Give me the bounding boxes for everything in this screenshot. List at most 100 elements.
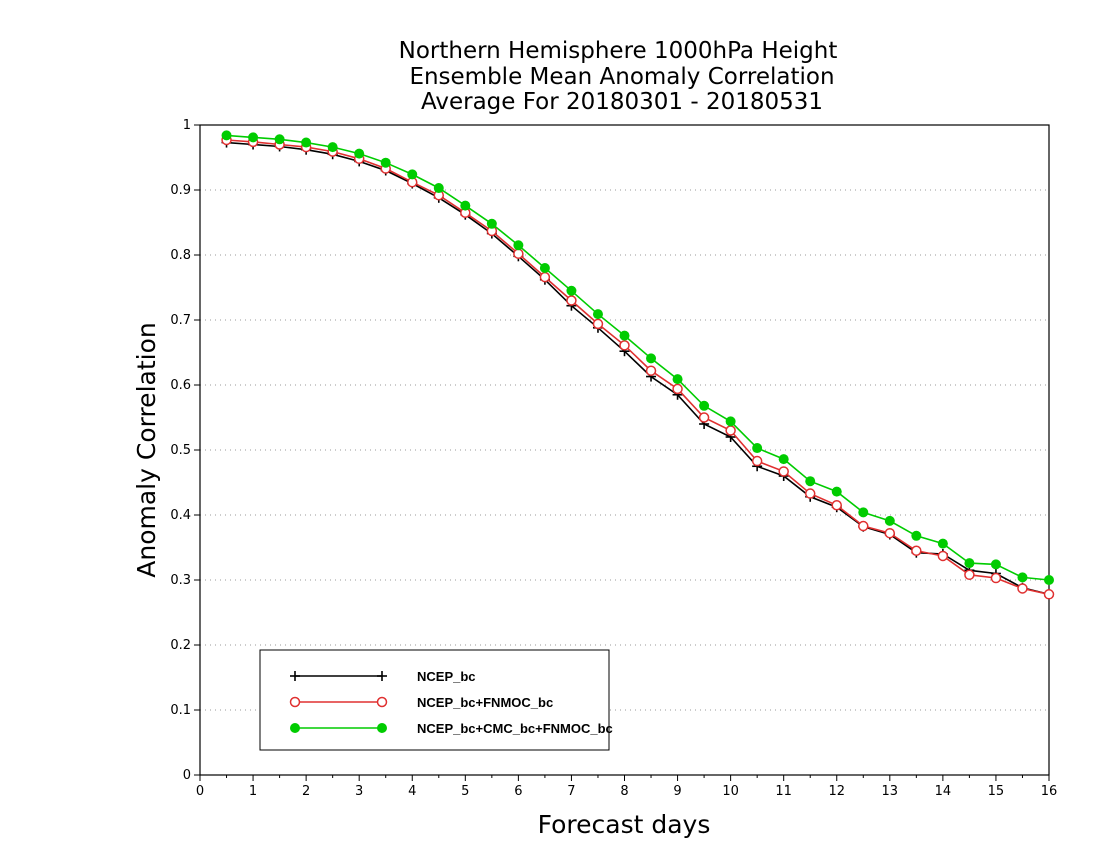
x-tick-label: 4 [408,784,416,799]
data-point [592,318,604,330]
x-tick-label: 7 [567,784,575,799]
data-point [990,559,1001,570]
legend-marker-end [377,671,387,681]
data-point [699,400,710,411]
data-point [619,340,630,351]
legend-label: NCEP_bc+CMC_bc+FNMOC_bc [417,721,613,736]
series-1 [221,134,1055,600]
data-point [1044,575,1054,585]
y-tick-label: 0.3 [170,573,191,588]
data-point [646,353,657,364]
x-tick-label: 8 [620,784,628,799]
data-series [221,130,1055,600]
legend-marker-start [289,696,301,708]
x-tick-label: 14 [935,784,952,799]
data-point [539,263,550,273]
data-point [672,383,683,395]
legend-label: NCEP_bc [417,669,476,684]
data-point [327,142,338,153]
x-tick-label: 9 [673,784,681,799]
data-point [566,285,577,296]
x-tick-label: 16 [1041,784,1058,799]
legend-box [259,649,610,751]
series-2 [221,130,1054,585]
data-point [619,330,630,341]
data-point [698,412,710,423]
data-point [937,550,949,562]
data-point [486,218,497,229]
data-point [911,530,922,541]
data-point [725,425,736,436]
legend-marker-start [290,723,300,733]
data-point [1017,572,1028,583]
data-point [964,569,975,581]
x-tick-label: 3 [355,784,363,799]
data-point [1017,583,1028,594]
x-tick-label: 13 [882,784,899,799]
x-tick-label: 5 [461,784,469,799]
data-point [221,130,232,141]
legend-entry: NCEP_bc [290,669,476,684]
series-0 [221,137,1054,600]
x-tick-label: 10 [722,784,739,799]
y-tick-label: 0.7 [170,313,191,328]
data-point [354,148,365,159]
y-axis-title: Anomaly Correlation [132,322,161,577]
title-line-3: Average For 20180301 - 20180531 [421,89,823,115]
x-tick-label: 15 [988,784,1005,799]
data-point [805,476,816,487]
y-tick-label: 0 [183,768,191,783]
data-point [751,455,763,467]
x-tick-label: 11 [775,784,792,799]
data-point [539,271,551,283]
legend-marker-end [376,696,388,708]
data-point [460,200,471,211]
title-line-2: Ensemble Mean Anomaly Correlation [409,64,834,90]
x-tick-label: 0 [196,784,204,799]
data-point [990,572,1002,584]
legend-entries: NCEP_bc NCEP_bc+FNMOC_bc NCEP_bc+CMC_bc+FN… [289,669,613,736]
data-point [884,515,895,526]
data-point [858,520,869,532]
data-point [884,527,896,539]
y-tick-label: 0.4 [170,508,191,523]
data-point [725,416,736,427]
series-line [226,141,1050,596]
legend-marker-end [377,723,387,733]
legend-marker-start [290,671,300,681]
data-point [964,558,975,569]
data-point [778,466,789,477]
x-tick-label: 6 [514,784,522,799]
x-tick-label: 1 [249,784,257,799]
data-point [778,454,789,465]
data-point [566,295,577,306]
legend-entry: NCEP_bc+FNMOC_bc [289,695,553,710]
series-line [226,139,1050,596]
data-point [911,545,922,556]
data-point [804,488,816,499]
x-tick-label: 2 [302,784,310,799]
title-line-1: Northern Hemisphere 1000hPa Height [399,38,838,64]
data-point [672,374,683,385]
y-tick-label: 1 [183,118,191,133]
chart-title: Northern Hemisphere 1000hPa Height Ensem… [399,38,838,115]
data-point [831,486,842,497]
data-point [645,365,657,376]
data-point [248,132,259,143]
legend: NCEP_bc NCEP_bc+FNMOC_bc NCEP_bc+CMC_bc+FN… [259,649,613,751]
y-tick-label: 0.5 [170,443,191,458]
data-point [858,507,869,518]
data-point [831,500,842,511]
y-tick-label: 0.9 [170,183,191,198]
data-point [380,157,391,168]
data-point [1043,589,1055,600]
data-point [513,240,524,251]
x-axis-title: Forecast days [538,810,711,839]
legend-entry: NCEP_bc+CMC_bc+FNMOC_bc [290,721,613,736]
gridlines [200,189,1049,711]
data-point [433,183,444,194]
legend-label: NCEP_bc+FNMOC_bc [417,695,553,710]
y-tick-label: 0.8 [170,248,191,263]
data-point [752,443,763,454]
